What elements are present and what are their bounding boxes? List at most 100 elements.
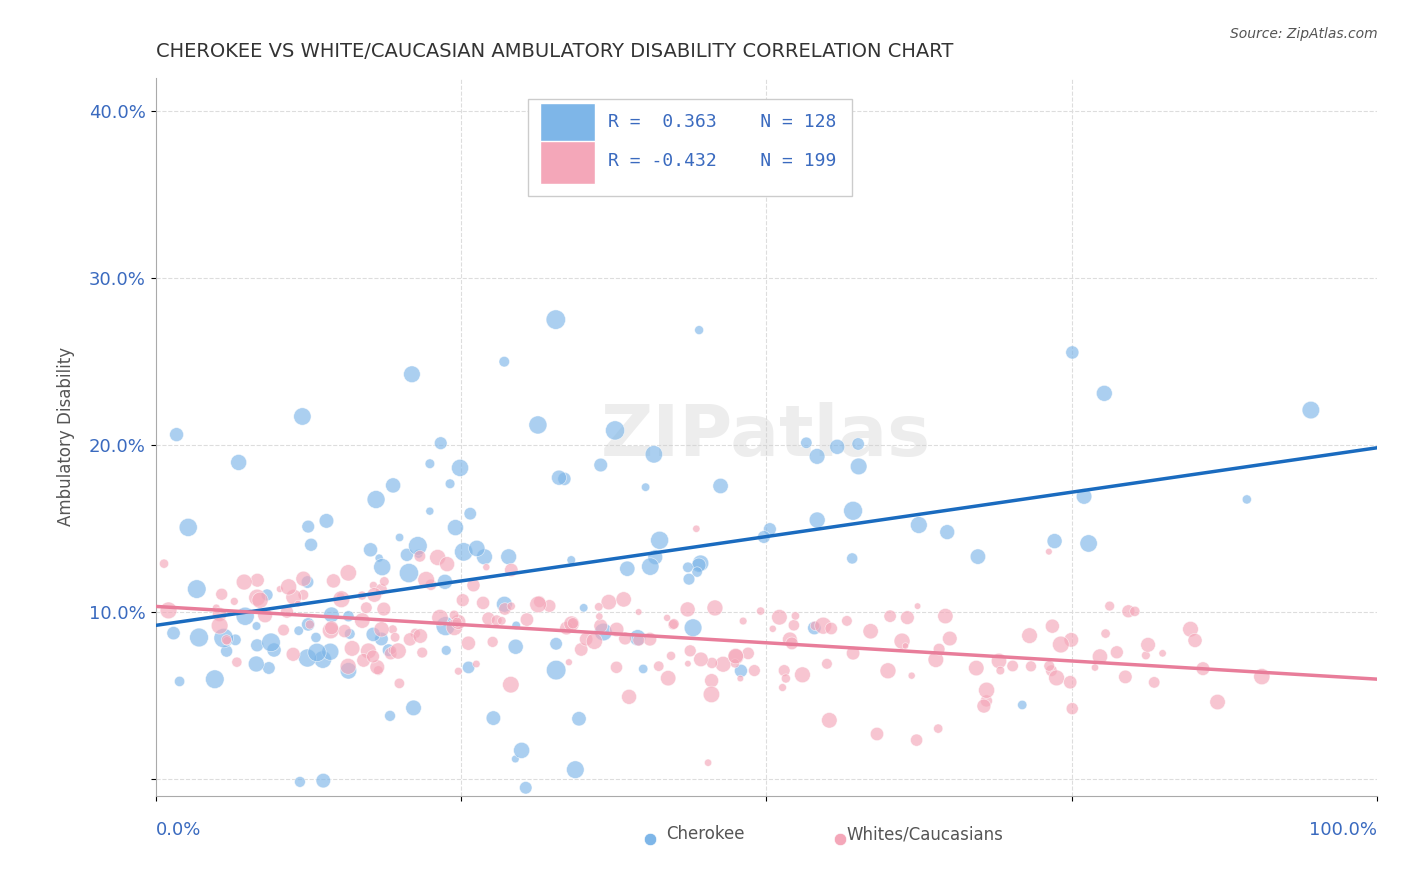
Point <box>638 632 661 647</box>
Point <box>204 672 226 686</box>
Point <box>273 623 295 637</box>
Point <box>257 661 280 675</box>
Point <box>288 775 311 789</box>
Point <box>367 664 389 678</box>
Point <box>443 620 465 634</box>
Point <box>498 549 520 564</box>
Point <box>505 618 527 632</box>
Point <box>465 657 488 671</box>
Point <box>592 625 614 640</box>
Point <box>298 617 321 632</box>
Point <box>1206 695 1229 709</box>
Text: R = -0.432    N = 199: R = -0.432 N = 199 <box>607 152 837 170</box>
Point <box>276 605 298 619</box>
Point <box>360 542 382 557</box>
Text: CHEROKEE VS WHITE/CAUCASIAN AMBULATORY DISABILITY CORRELATION CHART: CHEROKEE VS WHITE/CAUCASIAN AMBULATORY D… <box>156 42 953 61</box>
Point <box>842 646 865 660</box>
Point <box>925 653 948 667</box>
Point <box>685 522 707 536</box>
Point <box>825 440 848 454</box>
Point <box>737 646 759 660</box>
Point <box>516 613 538 627</box>
Point <box>283 590 305 604</box>
Point <box>429 610 451 624</box>
Point <box>976 683 998 698</box>
Point <box>475 560 498 574</box>
Point <box>1137 638 1160 652</box>
Point <box>634 480 657 494</box>
Point <box>436 557 458 571</box>
Point <box>529 595 551 609</box>
Point <box>820 622 842 636</box>
Point <box>676 657 699 671</box>
Point <box>333 624 356 638</box>
Point <box>246 638 269 652</box>
Point <box>339 627 361 641</box>
Point <box>648 659 671 673</box>
Point <box>510 743 533 757</box>
Point <box>1180 622 1202 636</box>
Point <box>233 609 256 624</box>
Point <box>157 603 180 617</box>
Text: R =  0.363    N = 128: R = 0.363 N = 128 <box>607 113 837 131</box>
Point <box>246 573 269 587</box>
Point <box>292 588 315 602</box>
Point <box>380 647 402 661</box>
Point <box>499 678 522 692</box>
Point <box>891 634 914 648</box>
Point <box>472 596 495 610</box>
Point <box>169 674 191 689</box>
Y-axis label: Ambulatory Disability: Ambulatory Disability <box>58 347 75 526</box>
Point <box>401 368 423 382</box>
Point <box>373 602 395 616</box>
Point <box>818 714 841 728</box>
Point <box>381 623 404 637</box>
Point <box>1059 675 1081 690</box>
Point <box>330 592 353 607</box>
Text: 100.0%: 100.0% <box>1309 822 1376 839</box>
Point <box>433 574 456 589</box>
Point <box>249 593 271 607</box>
Point <box>859 624 882 639</box>
Point <box>434 643 457 657</box>
Point <box>927 722 949 736</box>
Point <box>177 520 200 534</box>
Point <box>603 424 626 438</box>
Point <box>260 635 283 649</box>
Point <box>568 712 591 726</box>
Point <box>678 572 700 586</box>
Point <box>350 589 373 603</box>
Point <box>606 623 628 637</box>
Point <box>690 652 713 666</box>
Point <box>228 455 250 469</box>
Point <box>477 612 499 626</box>
Point <box>1049 638 1071 652</box>
Point <box>439 476 461 491</box>
Point <box>225 655 247 669</box>
Point <box>640 872 662 887</box>
Point <box>561 617 583 632</box>
Point <box>1062 701 1084 715</box>
Point <box>644 550 666 565</box>
Point <box>1299 403 1322 417</box>
Point <box>337 664 360 678</box>
Point <box>842 504 865 518</box>
Point <box>364 492 387 507</box>
Point <box>1098 599 1121 613</box>
Point <box>936 525 959 540</box>
Point <box>388 676 411 690</box>
Point <box>186 582 208 596</box>
Point <box>382 478 405 492</box>
Point <box>631 662 654 676</box>
Point <box>662 617 685 632</box>
Point <box>700 687 723 701</box>
Point <box>426 550 449 565</box>
Point <box>254 608 277 623</box>
Point <box>297 519 319 533</box>
Point <box>321 621 343 635</box>
Point <box>640 559 662 574</box>
FancyBboxPatch shape <box>540 103 595 146</box>
Point <box>627 631 650 645</box>
Point <box>655 611 678 625</box>
Text: Source: ZipAtlas.com: Source: ZipAtlas.com <box>1230 27 1378 41</box>
